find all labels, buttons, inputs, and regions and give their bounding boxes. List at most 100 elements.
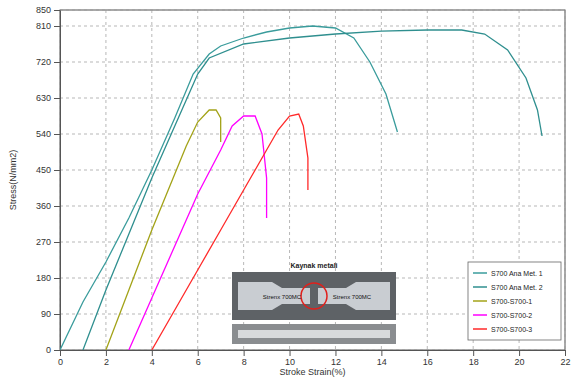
tick: 360 [36,201,60,211]
tick-mark [565,350,566,356]
series-line [106,110,221,350]
grid-line [60,98,565,99]
tick-label: 0 [58,357,63,367]
tick-label: 180 [36,273,51,283]
tick: 0 [58,350,63,367]
series-line [60,26,397,350]
legend-box [468,262,561,340]
legend: S700 Ana Met. 1 S700 Ana Met. 2 S700-S700-… [468,262,561,340]
legend-swatch [473,300,487,302]
tick: 630 [36,93,60,103]
plot-frame [60,10,565,350]
tick-label: 18 [469,357,479,367]
tick-label: 270 [36,237,51,247]
tick-mark [54,26,60,27]
tick-label: 12 [331,357,341,367]
tick-mark [198,350,199,356]
axis-line [61,350,566,351]
tick: 2 [104,350,109,367]
legend-label: S700 Ana Met. 1 [491,270,543,277]
legend-swatch [473,286,487,288]
grid-line [60,242,565,243]
y-axis: 090180270360450540630720810850 [36,5,61,355]
plot: 0 2 4 6 8 10 12 14 16 18 20 22 0 90 180 270 360 450 540 630… [36,5,571,367]
grid-line [427,10,428,350]
tick-mark [106,350,107,356]
tick: 18 [469,350,479,367]
legend-label: S700 Ana Met. 2 [491,284,543,291]
tick-mark [54,350,60,351]
tick-mark [381,350,382,356]
tick-label: 10 [285,357,295,367]
inset-photo: Kaynak metali Strenx 700MC Strenx 700MC [232,262,396,344]
tick-mark [152,350,153,356]
tick: 20 [515,350,525,367]
tick-label: 540 [36,129,51,139]
annotation: Kaynak metali [290,262,337,270]
tick-mark [54,134,60,135]
tick-mark [54,98,60,99]
grid-line [105,10,106,350]
tick: 14 [377,350,387,367]
tick-label: 2 [104,357,109,367]
tick: 850 [36,5,60,15]
grid-line [60,10,61,350]
tick: 10 [285,350,295,367]
weld-circle [301,283,327,309]
tick-label: 630 [36,93,51,103]
grid-line [565,10,566,350]
grid-line [60,134,565,135]
photo-strip [232,324,396,344]
tick-mark [427,350,428,356]
tick-label: 90 [41,309,51,319]
photo-specimen-side [238,330,390,338]
legend-label: S700-S700-3 [491,326,532,333]
legend-label: S700-S700-1 [491,298,532,305]
tick: 8 [242,350,247,367]
tick-mark [54,314,60,315]
legend-swatch [473,328,487,330]
tick: 90 [41,309,60,319]
tick-mark [60,350,61,356]
tick-mark [244,350,245,356]
annotation: Strenx 700MC [333,294,372,300]
tick: 720 [36,57,60,67]
tick-label: 450 [36,165,51,175]
x-axis-title: Stroke Strain(%) [279,367,345,377]
annotation: Strenx 700MC [263,294,302,300]
tick: 12 [331,350,341,367]
photo-background [232,272,396,320]
tick-mark [290,350,291,356]
tick: 6 [196,350,201,367]
grid-line [197,10,198,350]
grid-line [60,10,565,11]
tick: 22 [560,350,570,367]
grid [60,10,565,350]
legend-swatch [473,272,487,274]
tick-mark [54,278,60,279]
tick-label: 6 [196,357,201,367]
tick-mark [54,10,60,11]
tick-label: 0 [46,345,51,355]
grid-line [60,62,565,63]
tick-label: 14 [377,357,387,367]
tick-label: 720 [36,57,51,67]
grid-line [60,206,565,207]
tick-mark [54,206,60,207]
tick: 450 [36,165,60,175]
grid-line [60,170,565,171]
tick-mark [519,350,520,356]
specimen [238,282,390,310]
tick: 540 [36,129,60,139]
tick-mark [473,350,474,356]
tick: 4 [150,350,155,367]
tick-label: 8 [242,357,247,367]
tick-label: 360 [36,201,51,211]
tick-label: 22 [560,357,570,367]
tick-label: 16 [423,357,433,367]
tick: 180 [36,273,60,283]
legend-swatch [473,314,487,316]
tick-label: 4 [150,357,155,367]
tick-label: 850 [36,5,51,15]
tick-mark [54,242,60,243]
